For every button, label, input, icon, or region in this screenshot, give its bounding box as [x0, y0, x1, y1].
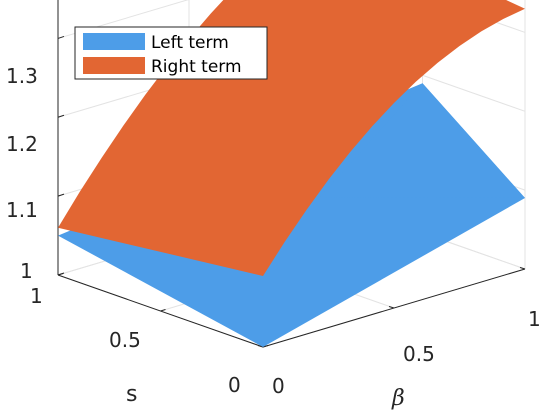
beta-tick-label: 0 [272, 374, 285, 398]
z-tick-label: 1.2 [6, 132, 38, 156]
legend-swatch-left [83, 33, 145, 50]
grid-line [57, 0, 189, 39]
s-tick-mark [160, 309, 166, 312]
z-tick-mark [57, 114, 65, 118]
z-tick-label: 1.1 [6, 198, 38, 222]
beta-tick-mark [388, 306, 395, 309]
s-tick-label: 0 [228, 373, 241, 397]
beta-tick-mark [257, 345, 264, 348]
s-axis-label: s [126, 382, 137, 407]
left-term-surface-ridge [320, 83, 525, 198]
s-axis-ticks: 1 0.5 0 [30, 284, 241, 397]
legend-label-left: Left term [151, 33, 229, 53]
z-tick-mark [57, 193, 65, 197]
beta-axis-ticks: 0 0.5 1 [272, 307, 541, 398]
z-axis-ticks: 1 1.1 1.2 1.3 [6, 64, 38, 283]
legend-label-right: Right term [151, 57, 242, 77]
z-tick-mark [57, 35, 65, 39]
beta-tick-label: 1 [528, 307, 541, 331]
beta-axis-label: β [391, 386, 405, 411]
s-tick-mark [262, 345, 269, 348]
z-tick-label: 1.3 [6, 64, 38, 88]
z-tick-label: 1 [20, 259, 33, 283]
beta-tick-mark [519, 267, 526, 270]
legend: Left term Right term [74, 26, 268, 80]
s-tick-label: 0.5 [109, 328, 141, 352]
legend-swatch-right [83, 57, 145, 74]
s-tick-mark [57, 273, 64, 276]
beta-tick-label: 0.5 [403, 342, 435, 366]
s-tick-label: 1 [30, 284, 43, 308]
axes-box [57, 0, 526, 348]
